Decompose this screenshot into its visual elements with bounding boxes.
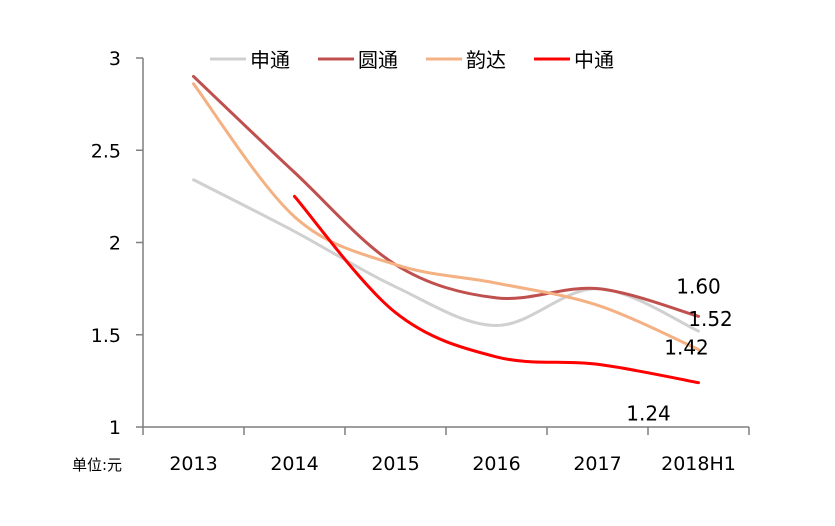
series-line-3: [293, 194, 700, 385]
x-tick-label: 2016: [472, 453, 520, 475]
x-axis-ticks: 2013 2014 2015 2016 2017 2018H1: [142, 427, 750, 475]
series-lines: [192, 74, 700, 385]
x-tick-label: 2015: [371, 453, 419, 475]
x-tick-label: 2017: [573, 453, 621, 475]
x-tick-label: 2013: [169, 453, 217, 475]
series-line-0: [192, 178, 700, 333]
data-label: 1.24: [626, 402, 671, 426]
y-tick-label: 1: [109, 417, 121, 439]
legend-label: 中通: [574, 48, 614, 72]
data-label: 1.42: [664, 336, 709, 360]
x-tick-label: 2018H1: [661, 453, 736, 475]
series-line-2: [192, 82, 700, 351]
data-label: 1.52: [688, 307, 733, 331]
unit-label: 单位:元: [72, 456, 122, 474]
data-labels: 1.60 1.52 1.42 1.24: [626, 274, 733, 425]
x-tick-label: 2014: [270, 453, 318, 475]
series-line-1: [192, 74, 700, 318]
y-tick-label: 2: [109, 233, 121, 255]
data-label: 1.60: [676, 274, 721, 298]
y-tick-label: 1.5: [91, 325, 121, 347]
legend-label: 申通: [250, 48, 290, 72]
legend: 申通 圆通 韵达 中通: [210, 48, 614, 72]
y-tick-label: 3: [109, 48, 121, 70]
legend-label: 韵达: [466, 48, 506, 72]
legend-label: 圆通: [358, 48, 398, 72]
y-axis-ticks: 1 1.5 2 2.5 3: [91, 48, 143, 439]
y-tick-label: 2.5: [91, 140, 121, 162]
